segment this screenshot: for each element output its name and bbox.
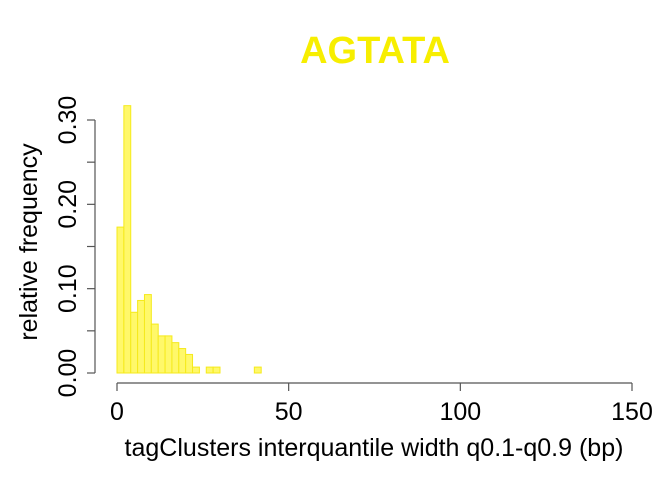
chart-title: AGTATA — [300, 30, 450, 72]
histogram-bar — [192, 366, 200, 374]
histogram-bars — [116, 105, 262, 374]
x-tick-label: 100 — [439, 398, 481, 426]
histogram-bar — [253, 366, 262, 374]
histogram-bar — [116, 226, 125, 374]
histogram-bar — [130, 311, 139, 374]
histogram-bar — [143, 294, 152, 374]
histogram-bar — [185, 353, 194, 374]
histogram-bar — [205, 366, 214, 374]
histogram-bar — [178, 348, 187, 374]
histogram-bar — [157, 335, 166, 374]
x-tick-label: 150 — [611, 398, 653, 426]
y-tick-label: 0.30 — [54, 96, 82, 145]
histogram-bar — [150, 323, 159, 374]
x-axis-ticks: 0 50 100 150 — [110, 383, 653, 426]
histogram-bar — [164, 335, 173, 374]
x-axis-label: tagClusters interquantile width q0.1-q0.… — [125, 434, 624, 462]
x-tick-label: 0 — [110, 398, 124, 426]
histogram-bar — [137, 299, 145, 374]
x-tick-label: 50 — [275, 398, 303, 426]
histogram-bar — [212, 366, 221, 374]
y-axis-ticks: 0.00 0.10 0.20 0.30 — [54, 96, 95, 398]
y-tick-label: 0.10 — [54, 264, 82, 313]
y-tick-label: 0.00 — [54, 349, 82, 398]
y-tick-label: 0.20 — [54, 180, 82, 229]
y-axis-label: relative frequency — [15, 143, 43, 341]
histogram-bar — [171, 342, 180, 374]
histogram-bar — [123, 105, 132, 374]
